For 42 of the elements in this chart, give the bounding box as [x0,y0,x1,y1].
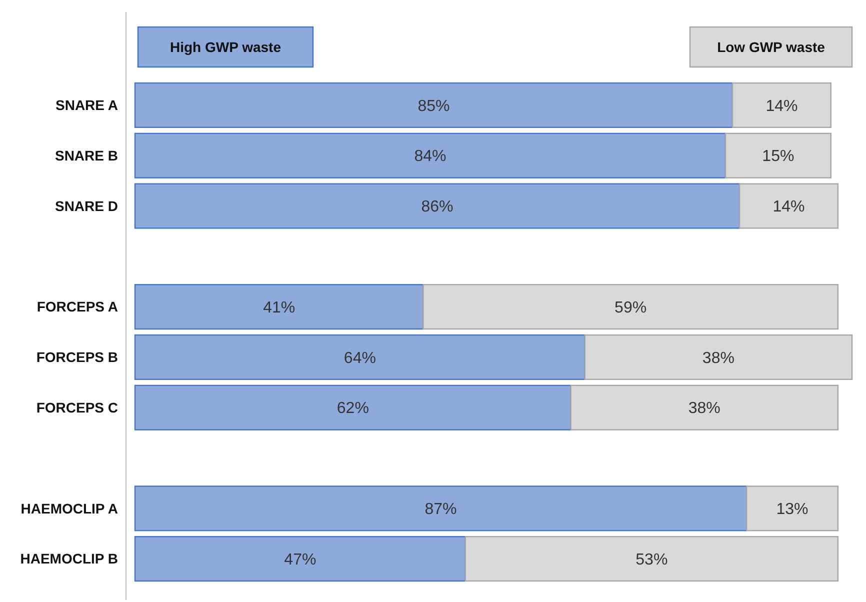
bar [422,284,839,330]
data-label: 86% [421,198,454,216]
data-label: 62% [336,400,369,418]
data-label: 13% [776,501,808,518]
bar [134,486,748,532]
y-tick-label: FORCEPS C [36,400,118,416]
data-label: 14% [766,98,798,115]
data-label: 64% [344,350,376,367]
y-tick-label: SNARE A [56,97,118,114]
bar [570,384,839,430]
data-label: 87% [424,501,457,518]
bar [134,536,466,582]
bar [134,284,424,330]
bar [584,334,853,380]
bar [134,132,726,178]
bar [134,82,734,128]
text: High GWP waste [170,38,282,55]
y-tick-label: HAEMOCLIP A [20,500,118,516]
data-label: 47% [284,551,316,568]
text: Low GWP waste [717,38,826,55]
data-label: 38% [688,400,720,418]
data-label: 41% [263,299,296,316]
bar [738,183,839,229]
bar [134,384,572,430]
bar [746,486,839,532]
data-label: 85% [418,98,450,115]
data-label: 38% [702,350,734,367]
bar [134,334,586,380]
data-label: 53% [636,551,668,568]
y-tick-label: HAEMOCLIP B [20,550,118,567]
bar [732,82,832,128]
data-label: 59% [614,299,647,316]
y-tick-label: FORCEPS A [36,298,118,315]
bar [134,183,740,229]
data-label: 15% [762,148,794,166]
y-tick-label: SNARE D [54,198,118,214]
bar [724,132,832,178]
y-tick-label: FORCEPS B [36,349,118,366]
data-label: 14% [772,198,805,216]
bar [464,536,839,582]
y-tick-label: SNARE B [54,148,118,164]
data-label: 84% [414,148,446,166]
